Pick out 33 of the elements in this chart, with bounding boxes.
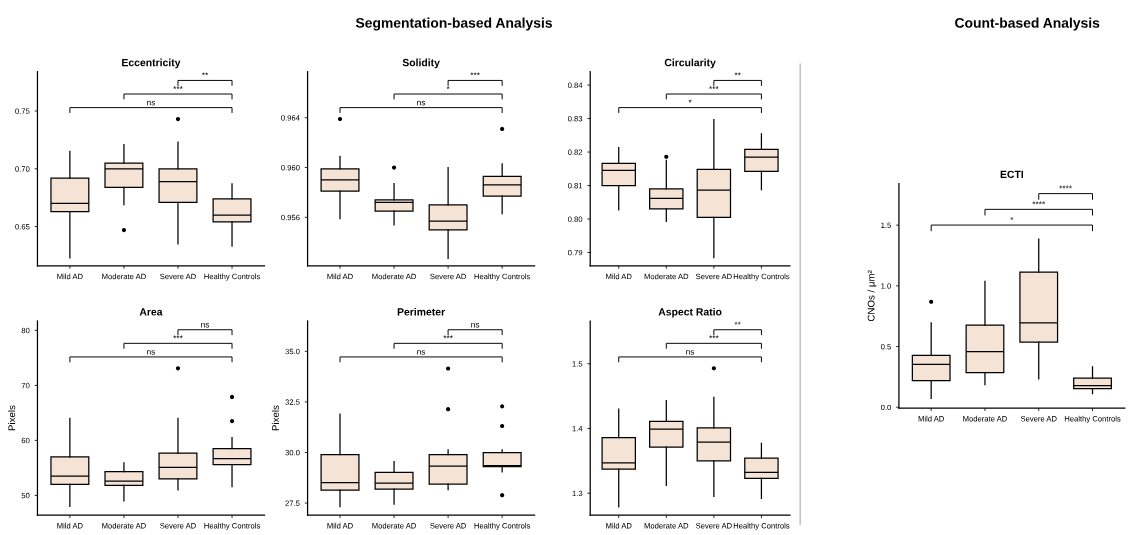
annotation: ***	[470, 72, 480, 76]
y-axis-title: CNOs / μm²	[867, 270, 877, 322]
annotation: ns	[201, 322, 210, 328]
annotation: ns	[147, 100, 156, 106]
chart-title: Solidity	[402, 58, 440, 69]
chart-title: Eccentricity	[122, 58, 181, 69]
annotation: ns	[686, 350, 695, 355]
chart-title: ECTI	[1000, 170, 1024, 179]
text: Count-based Analysis	[955, 17, 1100, 31]
chart-title: Circularity	[664, 58, 716, 69]
annotation: *	[688, 99, 692, 103]
chart-title: Aspect Ratio	[658, 307, 722, 318]
y-axis-title: Pixels	[8, 405, 16, 431]
annotation: ns	[417, 100, 426, 106]
annotation: ***	[173, 85, 183, 89]
annotation: ns	[417, 350, 426, 355]
annotation: ***	[443, 335, 453, 339]
annotation: ***	[173, 335, 183, 339]
annotation: **	[201, 72, 209, 76]
annotation: ****	[1032, 201, 1046, 205]
annotation: *	[1010, 216, 1014, 220]
text: Segmentation-based Analysis	[355, 17, 552, 31]
chart-title: Perimeter	[397, 307, 445, 316]
annotation: ****	[1059, 185, 1072, 189]
y-axis-title: Pixels	[271, 405, 279, 431]
chart-title: Area	[139, 308, 163, 316]
annotation: ***	[709, 335, 719, 339]
annotation: *	[446, 85, 450, 89]
annotation: **	[734, 72, 741, 76]
annotation: ns	[471, 322, 480, 328]
annotation: **	[734, 321, 741, 325]
annotation: ns	[147, 350, 156, 355]
annotation: ***	[709, 85, 719, 89]
